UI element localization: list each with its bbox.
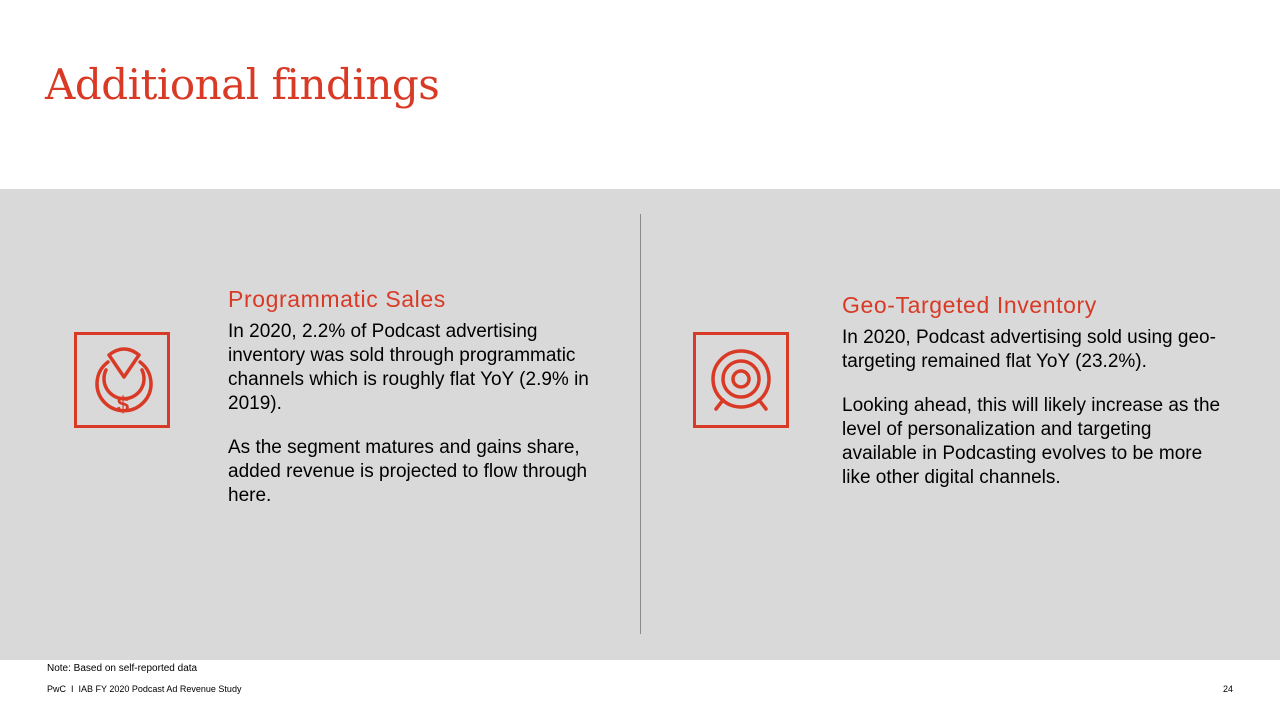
programmatic-sales-section: Programmatic Sales In 2020, 2.2% of Podc… (228, 286, 608, 528)
findings-panel: $ Programmatic Sales In 2020, 2.2% of Po… (0, 189, 1280, 660)
page-number: 24 (1222, 684, 1233, 694)
page-title: Additional findings (45, 60, 440, 109)
geo-targeted-inventory-section: Geo-Targeted Inventory In 2020, Podcast … (842, 292, 1222, 510)
geo-targeted-inventory-heading: Geo-Targeted Inventory (842, 292, 1097, 318)
programmatic-sales-paragraph-2: As the segment matures and gains share, … (228, 436, 588, 506)
programmatic-money-icon: $ (74, 332, 170, 428)
target-icon (693, 332, 789, 428)
svg-text:$: $ (117, 392, 129, 417)
geo-targeted-inventory-paragraph-2: Looking ahead, this will likely increase… (842, 394, 1221, 488)
programmatic-sales-paragraph-1: In 2020, 2.2% of Podcast advertising inv… (228, 320, 589, 414)
footer-source: PwC I IAB FY 2020 Podcast Ad Revenue Stu… (47, 684, 242, 694)
section-divider (640, 214, 641, 634)
geo-targeted-inventory-paragraph-1: In 2020, Podcast advertising sold using … (842, 326, 1216, 372)
programmatic-sales-heading: Programmatic Sales (228, 286, 446, 312)
footnote: Note: Based on self-reported data (47, 663, 198, 674)
